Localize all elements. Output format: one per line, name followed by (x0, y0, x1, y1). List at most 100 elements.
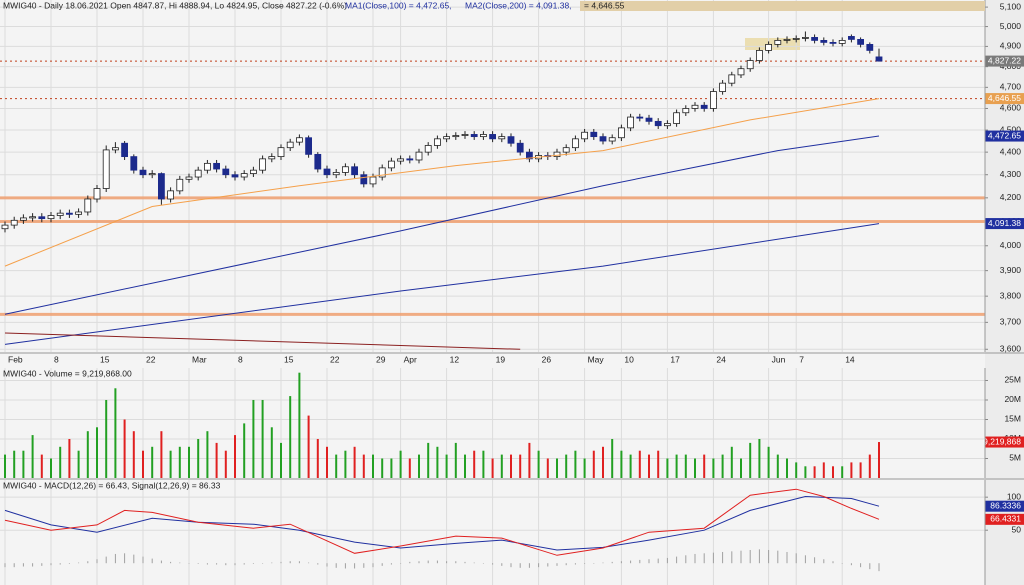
candle-body (259, 158, 267, 171)
x-tick-label: May (588, 354, 605, 364)
value-label-box (985, 130, 1024, 142)
candle-body (691, 104, 699, 109)
volume-bar (491, 458, 494, 478)
candle-body (470, 134, 478, 138)
histogram-bar (547, 563, 549, 567)
histogram-bar (473, 562, 475, 564)
volume-bar (482, 450, 485, 478)
series-line (4, 332, 521, 350)
candle-body (553, 151, 561, 158)
volume-bar (629, 454, 632, 478)
histogram-bar (740, 550, 742, 564)
histogram-bar (252, 563, 254, 564)
candle-body (682, 108, 690, 114)
histogram-bar (188, 563, 190, 564)
histogram-bar (206, 563, 208, 565)
candle-body (314, 153, 322, 170)
volume-bar (22, 450, 25, 478)
volume-bar (473, 450, 476, 478)
candle-body (498, 136, 506, 140)
candle-body (875, 56, 883, 62)
y-tick-label: 3,900 (1000, 265, 1022, 275)
histogram-bar (777, 550, 779, 564)
histogram-bar (676, 556, 678, 564)
histogram-bar (50, 563, 52, 566)
candle-body (415, 151, 423, 161)
histogram-bar (749, 550, 751, 564)
candle-body (848, 36, 855, 40)
histogram-bar (427, 560, 429, 564)
histogram-bar (878, 563, 880, 572)
volume-bar (703, 454, 706, 478)
candle-body (157, 173, 165, 200)
candle-body (627, 116, 634, 129)
y-tick-label: 3,600 (1000, 344, 1022, 354)
y-tick-label: 4,900 (1000, 41, 1022, 51)
histogram-bar (593, 563, 595, 564)
volume-bar (537, 450, 540, 478)
candle-body (29, 216, 37, 219)
volume-bar (841, 466, 844, 478)
volume-bar (270, 427, 273, 478)
candle-body (774, 40, 782, 45)
candle-body (203, 162, 211, 171)
histogram-bar (814, 557, 816, 564)
volume-bar (4, 454, 6, 478)
histogram-bar (22, 563, 24, 567)
candle-body (268, 156, 276, 160)
histogram-bar (13, 563, 15, 568)
candle-body (1, 224, 9, 230)
histogram-bar (381, 563, 383, 566)
volume-bar (878, 442, 880, 478)
candle-body (332, 172, 340, 176)
volume-bar (666, 458, 669, 478)
candle-body (710, 91, 717, 109)
candle-body (231, 174, 239, 178)
histogram-bar (363, 563, 365, 568)
histogram-bar (390, 563, 392, 565)
value-label: 66.4331 (990, 514, 1021, 524)
histogram-bar (712, 552, 714, 564)
x-tick-label: Jun (772, 354, 786, 364)
volume-bar (712, 458, 715, 478)
volume-bar (298, 372, 301, 478)
histogram-bar (243, 563, 245, 565)
volume-bar (224, 450, 227, 478)
volume-bar (160, 431, 163, 478)
candle-body (341, 166, 349, 173)
volume-bar (289, 396, 292, 478)
candle-body (562, 147, 570, 153)
volume-bar (151, 446, 154, 478)
volume-bar (868, 454, 871, 478)
volume-bar (850, 462, 853, 478)
series-line (4, 135, 880, 315)
histogram-bar (574, 563, 576, 565)
histogram-bar (68, 563, 70, 564)
value-label: 4,827.22 (988, 55, 1021, 65)
volume-bar (657, 450, 660, 478)
histogram-bar (280, 561, 282, 564)
candle-body (636, 116, 644, 119)
highlight (745, 38, 800, 50)
candle-body (737, 68, 745, 76)
volume-bar (307, 415, 310, 478)
histogram-bar (823, 559, 825, 564)
candle-body (185, 176, 193, 180)
histogram-bar (528, 563, 530, 568)
candle-body (397, 158, 405, 162)
candle-body (387, 160, 395, 169)
histogram-bar (722, 551, 724, 564)
volume-bar (675, 454, 678, 478)
volume-bar (197, 438, 200, 478)
value-label: 86.3336 (990, 500, 1021, 510)
volume-bar (648, 454, 650, 478)
volume-bar (50, 458, 52, 478)
y-tick-label: 50 (1012, 524, 1022, 534)
header-ma: MA1(Close,100) = 4,472.65, (345, 0, 452, 10)
histogram-bar (344, 563, 346, 569)
histogram-bar (41, 563, 43, 566)
candle-body (286, 141, 294, 149)
y-tick-label: 4,200 (1000, 192, 1022, 202)
histogram-bar (308, 562, 310, 564)
value-label: 4,472.65 (988, 130, 1021, 140)
